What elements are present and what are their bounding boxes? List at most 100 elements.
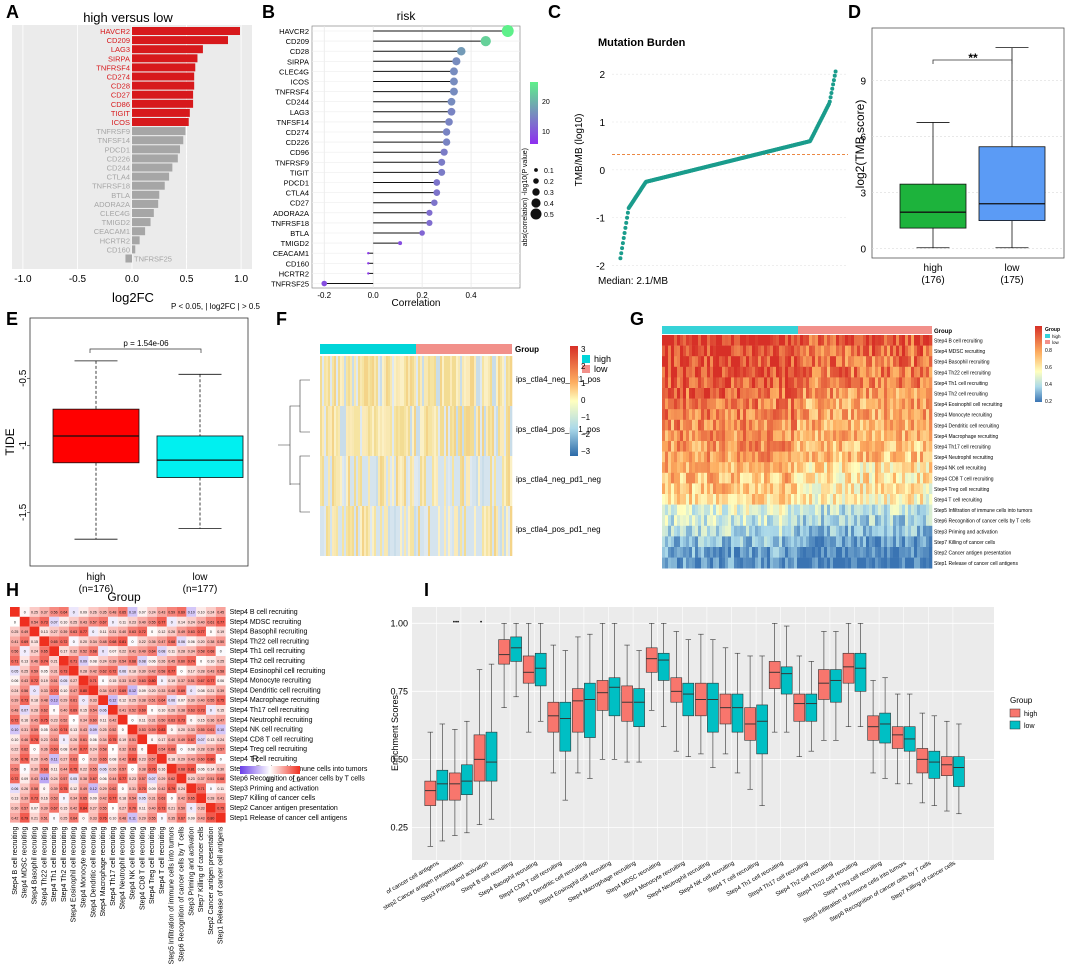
panel-g-heat-cell (773, 557, 777, 569)
panel-g-heat-cell (704, 409, 708, 421)
panel-g-heat-cell (686, 419, 690, 431)
panel-a-bar-label: CD27 (111, 91, 130, 100)
panel-h-cell-value: 0.57 (21, 807, 28, 811)
panel-h-heat-cell (215, 763, 226, 774)
panel-g-heat-cell (896, 462, 900, 474)
panel-f-heat-cell (460, 406, 463, 456)
panel-g-heat-cell (734, 409, 738, 421)
panel-g-heat-cell (716, 430, 720, 442)
panel-g-heat-cell (707, 419, 711, 431)
panel-h-heat-cell (108, 724, 118, 735)
panel-g-heat-cell (728, 462, 732, 474)
panel-f-heat-cell (470, 406, 473, 456)
panel-h-row-label: Step4 CD8 T cell recruiting (230, 736, 313, 743)
panel-h-cell-value: 0.47 (158, 640, 165, 644)
panel-g-heat-cell (845, 494, 849, 505)
panel-h-cell-value: 0 (73, 718, 75, 722)
panel-g-heat-cell (713, 409, 717, 421)
panel-g-heat-cell (758, 557, 762, 569)
panel-g-heat-cell (713, 504, 717, 516)
panel-g-heat-cell (863, 409, 867, 421)
panel-g-heat-cell (887, 419, 891, 431)
panel-f-heat-cell (434, 506, 437, 556)
panel-h-cell-value: 0.38 (139, 699, 146, 703)
panel-i-box-high-box (793, 693, 806, 722)
panel-g-heat-cell (779, 494, 783, 505)
panel-g-heat-cell (803, 494, 807, 505)
panel-e-ytick: -0.5 (18, 369, 29, 387)
panel-f-heat-cell (430, 356, 433, 406)
panel-h-heat-cell (29, 695, 40, 705)
panel-g-heat-cell (824, 388, 828, 399)
panel-h-cell-value: 0.47 (109, 689, 116, 693)
panel-g-heat-cell (815, 515, 819, 527)
panel-g-heat-cell (851, 472, 855, 484)
panel-g-heat-cell (839, 356, 843, 368)
panel-g-heat-cell (815, 419, 819, 431)
panel-g-heat-cell (851, 441, 855, 452)
panel-h-heat-cell (206, 803, 216, 813)
panel-a-xtick: 1.0 (234, 274, 248, 285)
panel-b-color-legend-tick-10: 10 (542, 129, 550, 136)
panel-g-heat-cell (737, 409, 741, 421)
panel-g-heat-cell (701, 398, 705, 410)
panel-g-heat-cell (914, 483, 918, 495)
panel-g-heat-cell (740, 472, 744, 484)
panel-h-cell-value: 0.53 (139, 728, 146, 732)
panel-g-heat-cell (677, 419, 681, 431)
panel-g-heat-cell (854, 515, 858, 527)
panel-g-heat-cell (677, 547, 681, 558)
panel-h-heat-cell (78, 724, 89, 735)
panel-h-heat-cell (68, 636, 79, 647)
panel-g-heat-cell (806, 345, 810, 357)
panel-g-heat-cell (863, 536, 867, 548)
panel-h-heat-cell (29, 754, 40, 764)
panel-h-heat-cell (166, 616, 177, 627)
panel-e-pvalue: p = 1.54e-06 (123, 339, 169, 348)
panel-h-heat-cell (215, 685, 226, 696)
panel-h-heat-cell (157, 734, 167, 745)
panel-h-cell-value: 0.73 (41, 620, 48, 624)
panel-h-cell-value: 0.25 (21, 669, 28, 673)
panel-g-heat-cell (911, 441, 915, 452)
panel-h-heat-cell (196, 695, 206, 705)
panel-f-heat-cell (380, 456, 383, 506)
panel-h-heat-cell (176, 607, 187, 617)
panel-g-heat-cell (716, 557, 720, 569)
panel-g-heat-cell (818, 356, 822, 368)
panel-b-point (431, 199, 438, 206)
panel-g-group-label: Group (934, 329, 952, 335)
panel-h-cell-value: 0.24 (100, 660, 107, 664)
panel-i-ytick: 1.00 (390, 618, 408, 628)
panel-f-heat-cell (338, 356, 341, 406)
panel-f-heat-cell (364, 356, 367, 406)
panel-h-heat-cell (78, 812, 89, 823)
panel-h-cell-value: 0.61 (207, 620, 214, 624)
panel-h-cell-value: 0.48 (119, 816, 126, 820)
panel-g-heat-cell (821, 366, 825, 378)
panel-h-cell-value: 0.67 (100, 620, 107, 624)
panel-g-heat-cell (788, 557, 792, 569)
panel-c-point (831, 82, 836, 87)
panel-g-heat-cell (710, 345, 714, 357)
panel-g-heat-cell (704, 462, 708, 474)
panel-b-size-legend-label: 0.3 (544, 190, 554, 197)
panel-g-heat-cell (758, 419, 762, 431)
panel-g-heat-cell (785, 525, 789, 537)
panel-c-point (625, 215, 630, 220)
panel-g-heat-cell (701, 547, 705, 558)
panel-h-heat-cell (68, 773, 79, 784)
panel-h-heat-cell (49, 665, 59, 676)
panel-h-heat-cell (117, 714, 128, 725)
panel-g-heat-cell (815, 335, 819, 346)
panel-g-heat-cell (665, 377, 669, 389)
panel-g-heat-cell (782, 409, 786, 421)
panel-h-cell-value: 0.29 (158, 777, 165, 781)
panel-g-heat-cell (800, 504, 804, 516)
panel-g-heat-cell (758, 525, 762, 537)
panel-g-heat-cell (803, 504, 807, 516)
panel-g-heat-cell (824, 419, 828, 431)
panel-g-heat-cell (854, 557, 858, 569)
panel-g-heat-cell (830, 515, 834, 527)
panel-g-heat-cell (800, 515, 804, 527)
